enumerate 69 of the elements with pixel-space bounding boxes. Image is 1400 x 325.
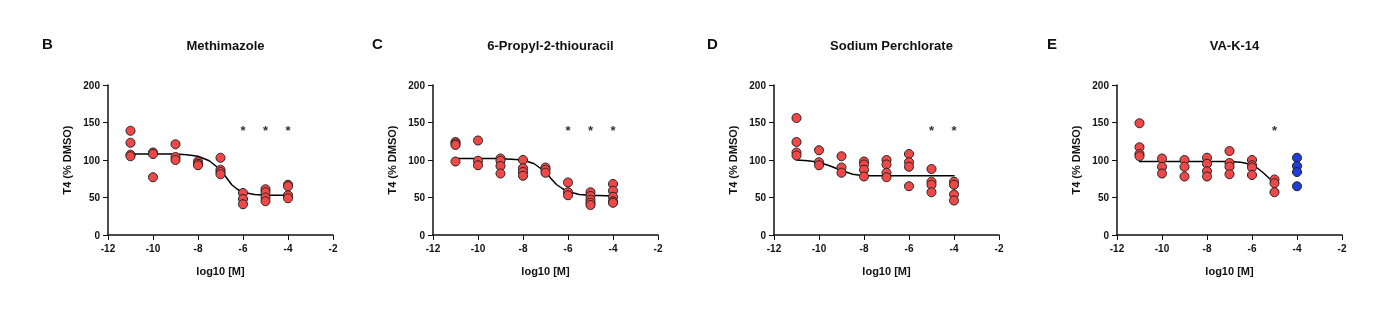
x-axis-title: log10 [M] — [196, 264, 245, 277]
x-tick-label: -10 — [145, 242, 161, 254]
x-tick-label: -8 — [193, 242, 203, 254]
x-axis-title: log10 [M] — [862, 264, 911, 277]
y-tick-label: 150 — [83, 117, 101, 128]
x-tick-label: -6 — [904, 242, 914, 254]
x-tick-label: -6 — [563, 242, 573, 254]
text: D — [707, 35, 718, 52]
y-tick-label: 0 — [760, 229, 767, 241]
x-tick-label: -4 — [1292, 242, 1302, 254]
annotation: * — [1271, 122, 1278, 138]
x-tick-label: -10 — [1154, 242, 1170, 254]
y-axis-title: T4 (% DMSO) — [385, 125, 398, 195]
y-tick-label: 50 — [413, 192, 426, 203]
annotation: * — [565, 122, 572, 138]
x-tick-label: -6 — [238, 242, 248, 254]
y-tick-label: 100 — [749, 154, 767, 166]
x-tick-label: -2 — [994, 242, 1004, 254]
y-tick-label: 50 — [1097, 192, 1110, 203]
annotation: * — [928, 122, 935, 138]
annotation: * — [610, 122, 617, 138]
y-tick-label: 100 — [408, 154, 426, 166]
x-tick-label: -8 — [1202, 242, 1212, 254]
y-tick-label: 200 — [83, 79, 101, 91]
x-tick-label: -12 — [100, 242, 116, 254]
x-tick-label: -4 — [283, 242, 293, 254]
x-tick-label: -4 — [608, 242, 618, 254]
x-tick-label: -8 — [518, 242, 528, 254]
x-tick-label: -2 — [1337, 242, 1347, 254]
y-tick-label: 100 — [83, 154, 101, 166]
chart-title: Methimazole — [186, 38, 265, 53]
y-tick-label: 200 — [408, 79, 426, 91]
x-tick-label: -4 — [949, 242, 959, 254]
annotation: * — [285, 122, 292, 138]
x-axis-title: log10 [M] — [1205, 264, 1254, 277]
x-axis-title: log10 [M] — [521, 264, 570, 277]
x-tick-label: -10 — [811, 242, 827, 254]
chart-title: Sodium Perchlorate — [830, 38, 953, 53]
y-tick-label: 150 — [1092, 117, 1110, 128]
y-tick-label: 0 — [1103, 229, 1110, 241]
y-tick-label: 50 — [754, 192, 767, 203]
x-tick-label: -10 — [470, 242, 486, 254]
x-tick-label: -12 — [1109, 242, 1125, 254]
x-tick-label: -2 — [328, 242, 338, 254]
x-tick-label: -2 — [653, 242, 663, 254]
x-tick-label: -8 — [859, 242, 869, 254]
annotation: * — [262, 122, 269, 138]
annotation: * — [587, 122, 594, 138]
y-axis-title: T4 (% DMSO) — [726, 125, 739, 195]
y-tick-label: 150 — [408, 117, 426, 128]
y-tick-label: 50 — [88, 192, 101, 203]
annotation: * — [240, 122, 247, 138]
y-tick-label: 0 — [94, 229, 101, 241]
y-axis-title: T4 (% DMSO) — [1069, 125, 1082, 195]
x-tick-label: -12 — [425, 242, 441, 254]
y-tick-label: 200 — [749, 79, 767, 91]
text: B — [42, 35, 53, 52]
text: C — [372, 35, 383, 52]
chart-title: VA-K-14 — [1209, 38, 1261, 53]
annotation: * — [951, 122, 958, 138]
y-tick-label: 150 — [749, 117, 767, 128]
y-axis-title: T4 (% DMSO) — [60, 125, 73, 195]
x-tick-label: -6 — [1247, 242, 1257, 254]
x-tick-label: -12 — [766, 242, 782, 254]
y-tick-label: 0 — [419, 229, 426, 241]
y-tick-label: 100 — [1092, 154, 1110, 166]
chart-title: 6-Propyl-2-thiouracil — [487, 38, 614, 53]
text: E — [1047, 35, 1058, 52]
y-tick-label: 200 — [1092, 79, 1110, 91]
